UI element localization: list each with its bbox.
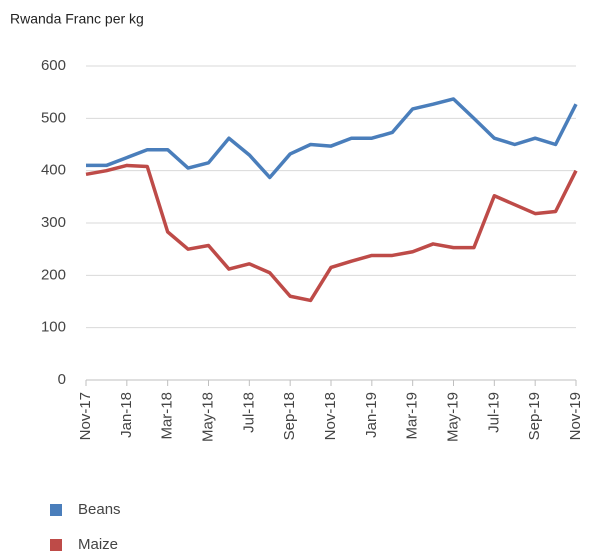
legend-swatch (50, 539, 62, 551)
y-tick-label: 100 (41, 319, 66, 336)
y-tick-label: 400 (41, 162, 66, 179)
x-tick-label: Nov-19 (567, 392, 584, 440)
x-tick-label: Nov-17 (77, 392, 94, 440)
x-tick-label: Sep-19 (526, 392, 543, 440)
legend-label: Beans (78, 501, 121, 518)
x-tick-label: May-18 (199, 392, 216, 442)
x-tick-label: Nov-18 (322, 392, 339, 440)
y-tick-label: 500 (41, 109, 66, 126)
y-tick-label: 0 (58, 371, 66, 388)
x-tick-label: Sep-18 (281, 392, 298, 440)
y-tick-label: 300 (41, 214, 66, 231)
legend-label: Maize (78, 536, 118, 553)
x-tick-label: Mar-18 (159, 392, 176, 440)
x-tick-label: Jul-18 (240, 392, 257, 433)
legend-swatch (50, 504, 62, 516)
series-line (85, 163, 578, 303)
y-tick-label: 200 (41, 266, 66, 283)
x-tick-label: May-19 (444, 392, 461, 442)
x-tick-label: Jul-19 (485, 392, 502, 433)
x-tick-label: Mar-19 (404, 392, 421, 440)
x-tick-label: Jan-18 (118, 392, 135, 438)
series-line (86, 97, 578, 180)
y-tick-label: 600 (41, 57, 66, 74)
y-axis-label: Rwanda Franc per kg (10, 11, 144, 27)
x-tick-label: Jan-19 (363, 392, 380, 438)
